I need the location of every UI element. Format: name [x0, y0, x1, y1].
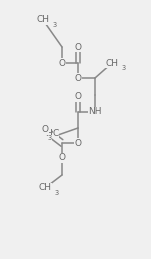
Text: O: O — [58, 59, 66, 68]
Text: H: H — [45, 128, 52, 138]
Text: CH: CH — [106, 59, 119, 68]
Text: 3: 3 — [48, 135, 52, 141]
Text: O: O — [74, 42, 82, 52]
Text: NH: NH — [88, 107, 102, 117]
Text: O: O — [74, 74, 82, 83]
Text: O: O — [42, 126, 48, 134]
Text: O: O — [74, 92, 82, 102]
Text: 3: 3 — [55, 190, 59, 196]
Text: CH: CH — [39, 183, 51, 192]
Text: 3: 3 — [53, 22, 57, 28]
Text: 3: 3 — [122, 65, 126, 71]
Text: O: O — [58, 154, 66, 162]
Text: CH: CH — [37, 16, 50, 25]
Text: O: O — [74, 139, 82, 147]
Text: C: C — [53, 128, 59, 138]
